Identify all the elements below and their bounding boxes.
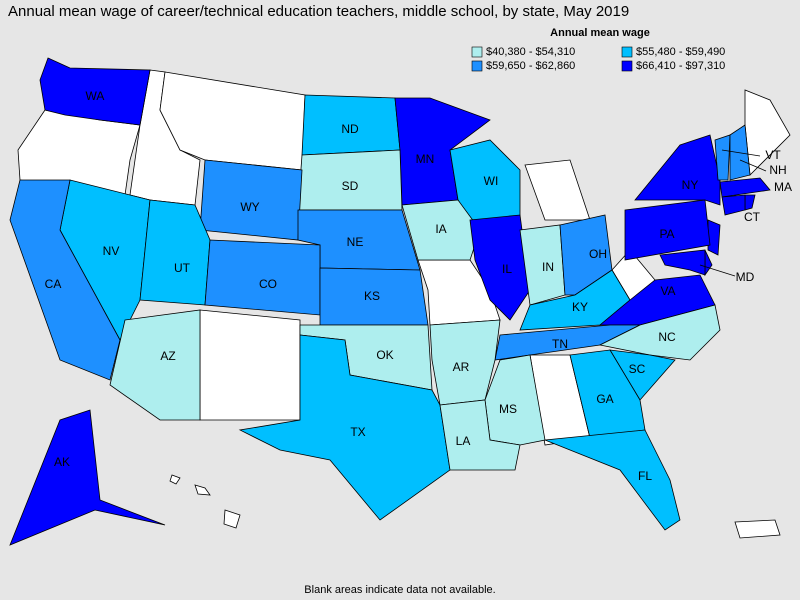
state-label: AR [453, 360, 470, 374]
state-label: CO [259, 277, 277, 291]
leader-line [699, 264, 736, 277]
state-label: NH [769, 163, 786, 177]
state-label: CT [744, 210, 761, 224]
state-label: MD [736, 270, 755, 284]
state-mi [524, 159, 591, 221]
state-label: SC [629, 362, 646, 376]
state [719, 177, 771, 198]
state-label: ND [341, 122, 359, 136]
state-label: LA [456, 434, 471, 448]
state-label: KY [572, 300, 588, 314]
state-label: IL [502, 262, 512, 276]
state-de [704, 249, 713, 277]
state-label: GA [596, 392, 613, 406]
leader-line [721, 149, 761, 157]
state-label: OK [376, 348, 393, 362]
state-hi-3 [223, 509, 241, 529]
state-label: NV [103, 244, 120, 258]
legend-label: $40,380 - $54,310 [486, 46, 575, 58]
state-label: MA [774, 180, 792, 194]
state [634, 134, 721, 206]
state-nj [707, 219, 721, 256]
state-label: FL [638, 469, 652, 483]
state-label: NY [682, 178, 699, 192]
legend-label: $66,410 - $97,310 [636, 60, 725, 72]
state-label: TN [552, 337, 568, 351]
map-title: Annual mean wage of career/technical edu… [8, 3, 629, 20]
state [659, 249, 706, 276]
state [9, 409, 166, 546]
state [624, 199, 711, 261]
state [39, 57, 151, 126]
state [109, 309, 201, 421]
state [9, 179, 121, 381]
unlabeled-states [704, 194, 756, 277]
state-label: OH [589, 247, 607, 261]
state [439, 399, 521, 471]
state [714, 134, 731, 181]
state-label: SD [342, 179, 359, 193]
state-label: AZ [160, 349, 175, 363]
state [598, 304, 721, 361]
state [139, 199, 211, 306]
state-label: VA [660, 284, 675, 298]
state-label: WY [240, 200, 259, 214]
state-hi [169, 474, 181, 485]
state-label: NE [347, 235, 364, 249]
state [469, 214, 531, 321]
state-label: KS [364, 289, 380, 303]
state-label: WI [484, 174, 499, 188]
state-label: MS [499, 402, 517, 416]
legend-title: Annual mean wage [550, 27, 650, 39]
state-label: MN [416, 152, 435, 166]
state-ri [744, 194, 756, 211]
state-label: WA [86, 89, 105, 103]
legend-swatch [621, 46, 633, 58]
state-nm [199, 309, 301, 421]
state [238, 334, 451, 521]
states [9, 57, 771, 546]
state-label: AK [54, 455, 70, 469]
state-hi-2 [194, 484, 211, 496]
legend-swatch [621, 60, 633, 72]
state-label: UT [174, 261, 191, 275]
state-label: PA [659, 227, 674, 241]
legend-swatch [471, 46, 483, 58]
state-label: NC [658, 330, 676, 344]
state-label: TX [350, 425, 365, 439]
puerto-rico [734, 519, 781, 539]
legend-label: $55,480 - $59,490 [636, 46, 725, 58]
state [721, 194, 746, 216]
state-label: IN [542, 260, 554, 274]
state [569, 349, 646, 439]
legend-swatch [471, 60, 483, 72]
footnote: Blank areas indicate data not available. [304, 584, 495, 596]
legend-label: $59,650 - $62,860 [486, 60, 575, 72]
state-label: CA [45, 277, 62, 291]
leader-line [739, 159, 767, 172]
state [544, 429, 681, 531]
state-label: IA [435, 222, 446, 236]
state-label: VT [765, 148, 781, 162]
